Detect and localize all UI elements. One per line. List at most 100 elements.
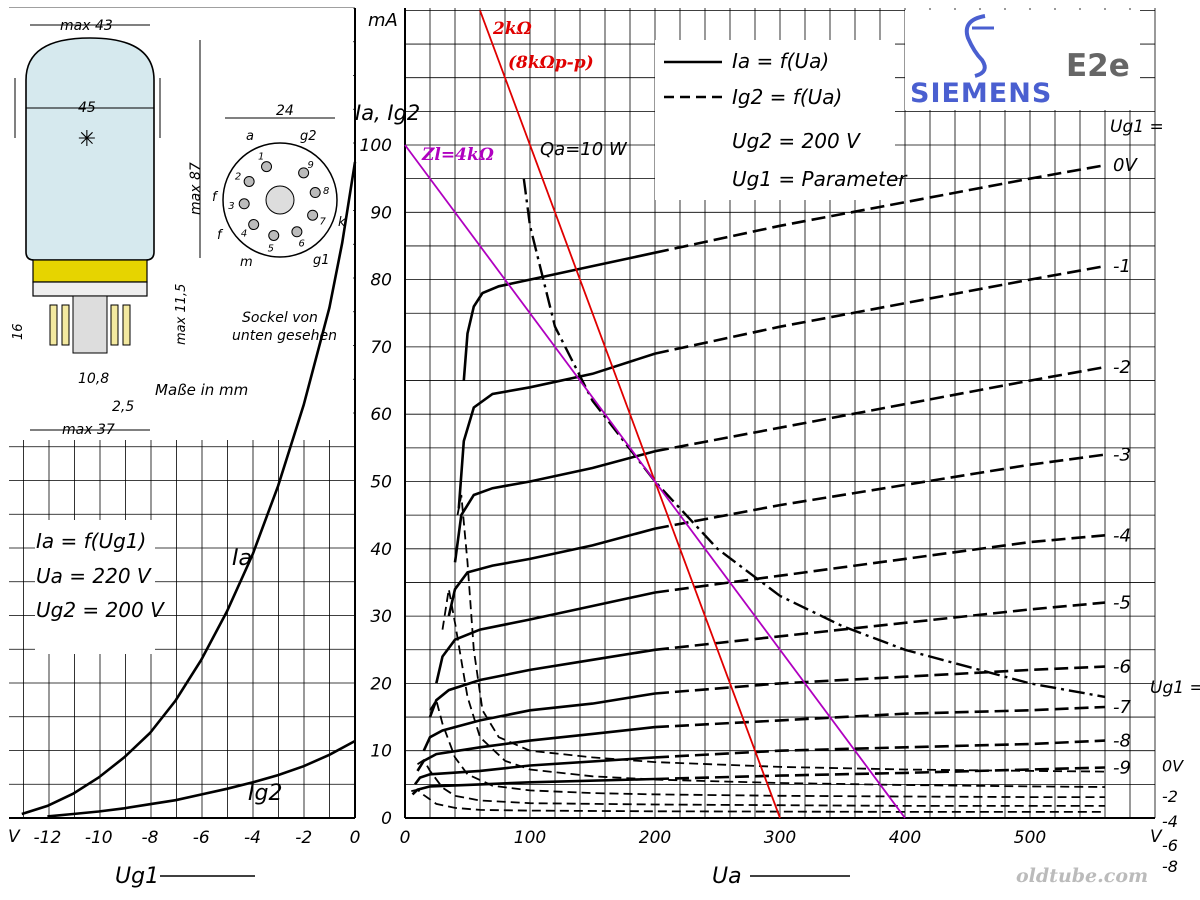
tube-pin — [110, 304, 119, 346]
socket-pin-icon — [238, 198, 250, 210]
left-chart-series — [21, 161, 357, 818]
pin-label-g2: g2 — [300, 129, 317, 144]
pin-label-m: m — [240, 255, 253, 270]
right-chart-series: 0V -1 -2 -3 -4 -5 -6 -7 -8 -9 0V -2 -4 -6 -8 — [404, 10, 1184, 876]
dim-d2: 2,5 — [112, 399, 134, 415]
ia-curve — [435, 591, 656, 684]
right-y-tick-label: 20 — [370, 674, 392, 694]
socket-pin-number: 7 — [320, 216, 327, 227]
left-series-label-ig2: Ig2 — [248, 781, 282, 806]
socket-pin-number: 2 — [235, 171, 241, 182]
socket-width: 24 — [276, 103, 294, 119]
ug1-param-label: -9 — [1113, 758, 1131, 779]
ug1-param-label: -3 — [1113, 445, 1131, 466]
ia-curve-dashed — [654, 365, 1106, 453]
dim-d1: 10,8 — [78, 371, 109, 387]
socket-center — [265, 185, 295, 215]
right-legend-line-4: Ug1 = Parameter — [732, 167, 908, 191]
ia-curve — [453, 449, 656, 563]
right-x-unit: V — [1150, 827, 1163, 847]
ia-curve-dashed — [654, 163, 1106, 254]
ia-curve-dashed — [654, 264, 1106, 355]
right-x-tick-label: 200 — [639, 828, 671, 848]
siemens-emblem-icon — [964, 14, 987, 78]
right-legend-line-1: Ia = f(Ua) — [732, 49, 829, 73]
brand-panel — [905, 10, 1140, 110]
ia-curve-dashed — [654, 534, 1106, 594]
ia-curve-dashed — [654, 739, 1106, 759]
ig2-curve — [411, 788, 1105, 813]
ia-curve — [422, 692, 656, 752]
right-legend-panel — [655, 40, 895, 200]
right-legend-line-2: Ig2 = f(Ua) — [732, 85, 842, 109]
pin-label-f2: f — [217, 228, 224, 243]
load-line — [404, 144, 906, 819]
ia-curve — [428, 648, 656, 718]
socket-pin-number: 1 — [258, 151, 264, 162]
pin-label-k: k — [338, 215, 346, 230]
dissipation-label: Qa=10 W — [540, 139, 628, 160]
ia-curve-dashed — [654, 665, 1106, 695]
ug1-param-label: -5 — [1113, 593, 1131, 614]
ig2-curve — [441, 589, 1106, 788]
left-legend-line-1: Ia = f(Ug1) — [36, 529, 146, 553]
pin-label-g1: g1 — [313, 253, 330, 268]
left-x-tick-label: -4 — [244, 828, 261, 848]
socket-pin-icon — [291, 226, 303, 238]
pin-label-f1: f — [212, 190, 219, 205]
ug1-param-label: -2 — [1113, 357, 1131, 378]
socket-pin-icon — [307, 209, 319, 221]
socket-pin-number: 6 — [299, 238, 305, 249]
left-series-label-ia: Ia — [232, 546, 252, 571]
ia-curve-dashed — [654, 601, 1106, 652]
ig2-param-label: 0V — [1162, 757, 1184, 776]
load-line — [479, 10, 781, 819]
ig2-param-label: -2 — [1162, 787, 1178, 806]
param-header: Ug1 = — [1110, 117, 1164, 137]
socket-pin-number: 3 — [228, 201, 234, 212]
ia-curve — [462, 251, 656, 381]
socket-pin-number: 9 — [307, 160, 313, 171]
ia-curve — [413, 756, 656, 786]
units-caption: Maße in mm — [155, 381, 248, 399]
ig2-curve — [429, 697, 1105, 798]
right-y-tick-label: 10 — [370, 742, 392, 762]
right-x-tick-label: 0 — [400, 828, 411, 848]
socket-caption-2: unten gesehen — [232, 328, 337, 344]
dim-pin-max: max 11,5 — [174, 284, 189, 345]
right-y-tick-label: 30 — [370, 607, 392, 627]
ug1-param-label: -1 — [1113, 256, 1131, 277]
left-x-tick-label: 0 — [350, 828, 361, 848]
ia-curve — [447, 527, 656, 617]
tube-pin — [61, 304, 70, 346]
tube-pin — [122, 304, 131, 346]
right-x-tick-label: 500 — [1014, 828, 1046, 848]
ia-curve-dashed — [654, 453, 1106, 530]
ig2-param-label: -4 — [1162, 812, 1178, 831]
red-load-label-2: (8kΩp-p) — [508, 53, 594, 73]
left-x-unit: V — [8, 827, 21, 847]
socket-pin-number: 5 — [268, 243, 274, 254]
ia-curve-dashed — [654, 705, 1106, 729]
right-y-label: Ia, Ig2 — [355, 101, 420, 125]
socket-pin-icon — [243, 175, 255, 187]
socket-pin-number: 8 — [323, 186, 329, 197]
star-mark: ✳ — [78, 127, 96, 152]
dim-max-base: max 37 — [62, 422, 115, 438]
right-y-tick-label: 50 — [370, 473, 392, 493]
left-legend-panel — [35, 520, 155, 654]
tube-base — [32, 281, 148, 297]
red-load-label-1: 2kΩ — [492, 19, 532, 39]
socket-pins: 1 2 3 4 5 6 7 8 9 — [228, 151, 329, 254]
dim-max-height: max 87 — [188, 162, 204, 215]
socket-pin-icon — [298, 167, 310, 179]
ig2-curve — [417, 758, 1105, 807]
ig2-curve — [456, 494, 1106, 773]
right-legend-line-3: Ug2 = 200 V — [732, 129, 861, 153]
socket-pin-icon — [248, 219, 260, 231]
ig2-param-label: -6 — [1162, 836, 1178, 855]
right-y-tick-label: 60 — [370, 405, 392, 425]
right-x-tick-label: 300 — [764, 828, 796, 848]
